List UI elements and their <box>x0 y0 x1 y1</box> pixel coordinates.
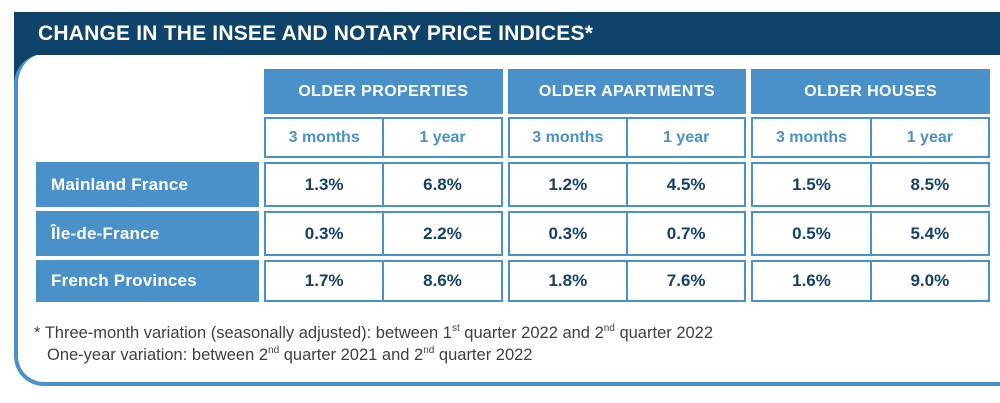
page-title: CHANGE IN THE INSEE AND NOTARY PRICE IND… <box>38 21 594 45</box>
table-row: 1.5% 8.5% <box>751 162 991 207</box>
table-row: 1.7% 8.6% <box>264 260 503 302</box>
footnotes: * Three-month variation (seasonally adju… <box>34 322 713 366</box>
data-cell: 0.3% <box>264 211 385 256</box>
subheader-3-months: 3 months <box>507 117 628 158</box>
subheader-3-months: 3 months <box>264 117 385 158</box>
data-cell: 5.4% <box>871 211 991 256</box>
row-label-column: Mainland France Île-de-France French Pro… <box>36 69 259 302</box>
table-row: 0.3% 0.7% <box>507 211 747 256</box>
footnote-one-year: One-year variation: between 2nd quarter … <box>47 344 533 364</box>
subheader-row: 3 months 1 year <box>507 117 747 158</box>
title-bar: CHANGE IN THE INSEE AND NOTARY PRICE IND… <box>14 12 1000 55</box>
data-cell: 0.5% <box>751 211 872 256</box>
table-row: 1.6% 9.0% <box>751 260 991 302</box>
subheader-3-months: 3 months <box>751 117 872 158</box>
column-group-older-properties: OLDER PROPERTIES 3 months 1 year 1.3% 6.… <box>264 69 503 302</box>
subheader-row: 3 months 1 year <box>264 117 503 158</box>
table-row: 1.2% 4.5% <box>507 162 747 207</box>
data-cell: 1.5% <box>751 162 872 207</box>
content-panel: Mainland France Île-de-France French Pro… <box>14 54 1000 386</box>
label-column-spacer <box>36 69 259 162</box>
data-cell: 1.6% <box>751 260 872 302</box>
subheader-1-year: 1 year <box>871 117 991 158</box>
data-cell: 9.0% <box>871 260 991 302</box>
data-cell: 1.7% <box>264 260 385 302</box>
data-cell: 8.5% <box>871 162 991 207</box>
table-row: 0.5% 5.4% <box>751 211 991 256</box>
subheader-1-year: 1 year <box>384 117 503 158</box>
row-label-ile-de-france: Île-de-France <box>36 211 259 256</box>
data-cell: 1.8% <box>507 260 628 302</box>
data-cell: 4.5% <box>628 162 747 207</box>
column-group-older-apartments: OLDER APARTMENTS 3 months 1 year 1.2% 4.… <box>507 69 747 302</box>
data-cell: 1.3% <box>264 162 385 207</box>
data-cell: 6.8% <box>384 162 503 207</box>
group-header-older-houses: OLDER HOUSES <box>751 69 990 114</box>
data-cell: 8.6% <box>384 260 503 302</box>
footnote-three-month: * Three-month variation (seasonally adju… <box>34 322 714 342</box>
row-label-french-provinces: French Provinces <box>36 260 259 302</box>
subheader-1-year: 1 year <box>628 117 747 158</box>
row-label-mainland-france: Mainland France <box>36 162 259 207</box>
data-cell: 0.3% <box>507 211 628 256</box>
subheader-row: 3 months 1 year <box>751 117 991 158</box>
price-indices-table: Mainland France Île-de-France French Pro… <box>36 69 991 302</box>
data-cell: 7.6% <box>628 260 747 302</box>
group-header-older-properties: OLDER PROPERTIES <box>264 69 503 114</box>
data-cell: 2.2% <box>384 211 503 256</box>
table-row: 0.3% 2.2% <box>264 211 503 256</box>
table-row: 1.3% 6.8% <box>264 162 503 207</box>
data-cell: 0.7% <box>628 211 747 256</box>
table-row: 1.8% 7.6% <box>507 260 747 302</box>
data-cell: 1.2% <box>507 162 628 207</box>
column-group-older-houses: OLDER HOUSES 3 months 1 year 1.5% 8.5% 0… <box>751 69 991 302</box>
group-header-older-apartments: OLDER APARTMENTS <box>507 69 747 114</box>
